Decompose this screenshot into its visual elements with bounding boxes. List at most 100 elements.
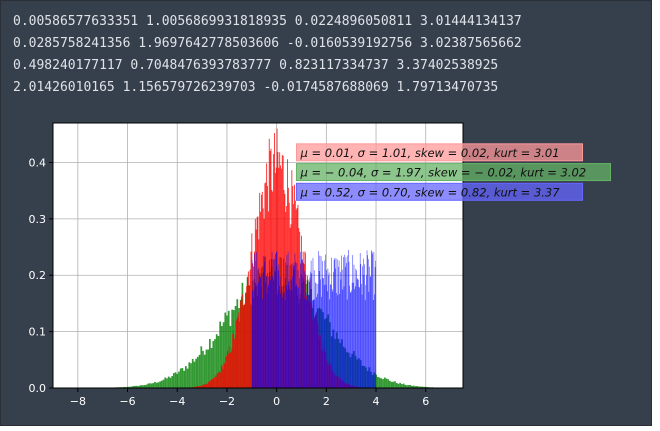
histogram-bar [201,385,203,388]
histogram-bar [368,291,370,388]
histogram-bar [399,382,402,388]
histogram-bar [216,373,218,388]
histogram-bar [294,265,295,388]
histogram-bar [307,281,308,388]
x-tick-label: −4 [169,395,185,408]
histogram-bar [263,256,265,388]
histogram-bar [304,298,306,388]
histogram-bar [186,368,189,388]
histogram-bar [380,378,383,388]
histogram-bar [423,386,426,388]
histogram-bar [282,297,283,388]
histogram-chart: −8 −6 −4 −2 0 2 4 6 0.0 0.1 0.2 0.3 0.4 μ = 0.01, σ =… [29,122,612,408]
histogram-bar [254,260,256,388]
histogram-bar [375,374,378,388]
histogram-bar [203,384,205,388]
histogram-bar [253,297,254,388]
histogram-bar [208,382,210,388]
histogram-bar [219,371,221,388]
histogram-bar [331,257,332,388]
histogram-bar [160,380,163,388]
histogram-bar [266,163,268,388]
histogram-bar [208,339,211,388]
histogram-bar [209,380,211,388]
histogram-bar [265,282,267,388]
annotation-text: μ = 0.52, σ = 0.70, skew = 0.82, kurt = … [300,185,561,199]
histogram-bar [361,294,363,388]
histogram-bar [289,289,290,388]
histogram-bar [274,272,276,388]
histogram-bar [254,253,255,388]
histogram-bar [257,295,258,388]
histogram-bar [285,262,286,388]
histogram-bar [242,306,244,388]
histogram-bar [222,369,224,388]
histogram-bar [292,276,293,388]
histogram-bar [308,281,310,388]
histogram-bar [338,266,339,388]
histogram-bar [270,148,272,388]
notebook-output-cell: 0.00586577633351 1.0056869931818935 0.02… [0,0,652,426]
histogram-bar [326,291,328,388]
histogram-bar [345,257,347,388]
histogram-bar [355,268,357,388]
histogram-bar [135,385,137,388]
histogram-bar [233,332,235,388]
histogram-bar [270,280,272,388]
histogram-bar [293,266,295,388]
histogram-bar [207,349,209,388]
y-tick-label: 0.3 [29,213,47,226]
histogram-bar [261,267,262,388]
histogram-bar [317,293,318,388]
histogram-bar [308,295,309,388]
histogram-bar [369,266,370,388]
histogram-bar [302,259,303,388]
y-tick-label: 0.0 [29,382,47,395]
histogram-bar [394,381,396,388]
histogram-bar [291,264,293,388]
histogram-bar [232,333,234,388]
histogram-bar [130,386,132,388]
histogram-bar [357,278,359,388]
histogram-bar [274,258,275,388]
histogram-bar [271,258,272,388]
histogram-bar [249,269,251,388]
histogram-bar [205,349,208,388]
histogram-bar [221,326,223,388]
histogram-bar [329,299,331,388]
histogram-bar [279,276,281,388]
histogram-bar [217,373,219,388]
histogram-bar [374,294,375,388]
histogram-bar [362,258,364,388]
histogram-bar [266,293,268,388]
histogram-bar [305,252,306,388]
histogram-bar [346,262,347,388]
histogram-bar [203,354,206,388]
histogram-bar [220,365,222,388]
histogram-bar [218,372,220,388]
annotation-box [296,163,612,182]
console-line-4: 2.01426010165 1.156579726239703 -0.01745… [13,80,499,95]
console-line-2: 0.0285758241356 1.9697642778503606 -0.01… [13,36,522,51]
histogram-bar [343,256,344,388]
histogram-bar [241,293,243,388]
histogram-bar [225,356,227,388]
histogram-bar [336,259,338,388]
histogram-bar [313,270,315,388]
histogram-bar [220,372,221,388]
histogram-bar [234,334,236,388]
window-edge-bottom [0,426,660,431]
histogram-bar [246,286,248,388]
histogram-bar [227,310,230,388]
histogram-bar [262,298,263,388]
histogram-bar [315,282,316,388]
histogram-bar [253,289,255,388]
histogram-bar [337,295,339,388]
histogram-bar [214,377,215,388]
histogram-bar [198,354,201,388]
histogram-bar [359,253,361,388]
histogram-bar [238,312,240,388]
histogram-bar [280,293,281,388]
histogram-bar [418,386,420,388]
y-tick-label: 0.4 [29,156,47,169]
